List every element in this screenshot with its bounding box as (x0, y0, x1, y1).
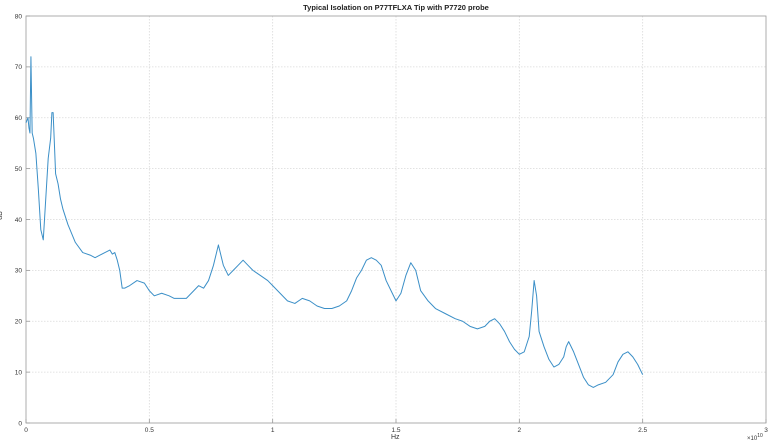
x-exponent-power: 10 (757, 433, 763, 439)
y-tick-label: 10 (15, 369, 23, 376)
x-tick-label: 0 (24, 427, 28, 434)
y-tick-label: 30 (15, 268, 23, 275)
x-tick-label: 1.5 (391, 427, 400, 434)
data-line (25, 56, 644, 388)
chart-title: Typical Isolation on P77TFLXA Tip with P… (303, 3, 489, 12)
x-exponent-base: ×10 (747, 436, 758, 442)
x-tick-label: 0.5 (145, 427, 154, 434)
y-tick-label: 80 (15, 13, 23, 20)
x-axis-label: Hz (391, 434, 400, 441)
y-tick-label: 40 (15, 217, 23, 224)
x-tick-label: 3 (764, 427, 768, 434)
grid-lines (26, 16, 766, 423)
y-tick-label: 70 (15, 64, 23, 71)
y-tick-label: 0 (18, 420, 22, 427)
y-tick-label: 20 (15, 319, 23, 326)
axes (25, 15, 767, 424)
x-axis-exponent: ×1010 (747, 433, 763, 442)
x-tick-label: 1 (271, 427, 275, 434)
y-tick-label: 60 (15, 115, 23, 122)
x-tick-label: 2.5 (638, 427, 647, 434)
x-tick-label: 2 (518, 427, 522, 434)
y-tick-label: 50 (15, 166, 23, 173)
